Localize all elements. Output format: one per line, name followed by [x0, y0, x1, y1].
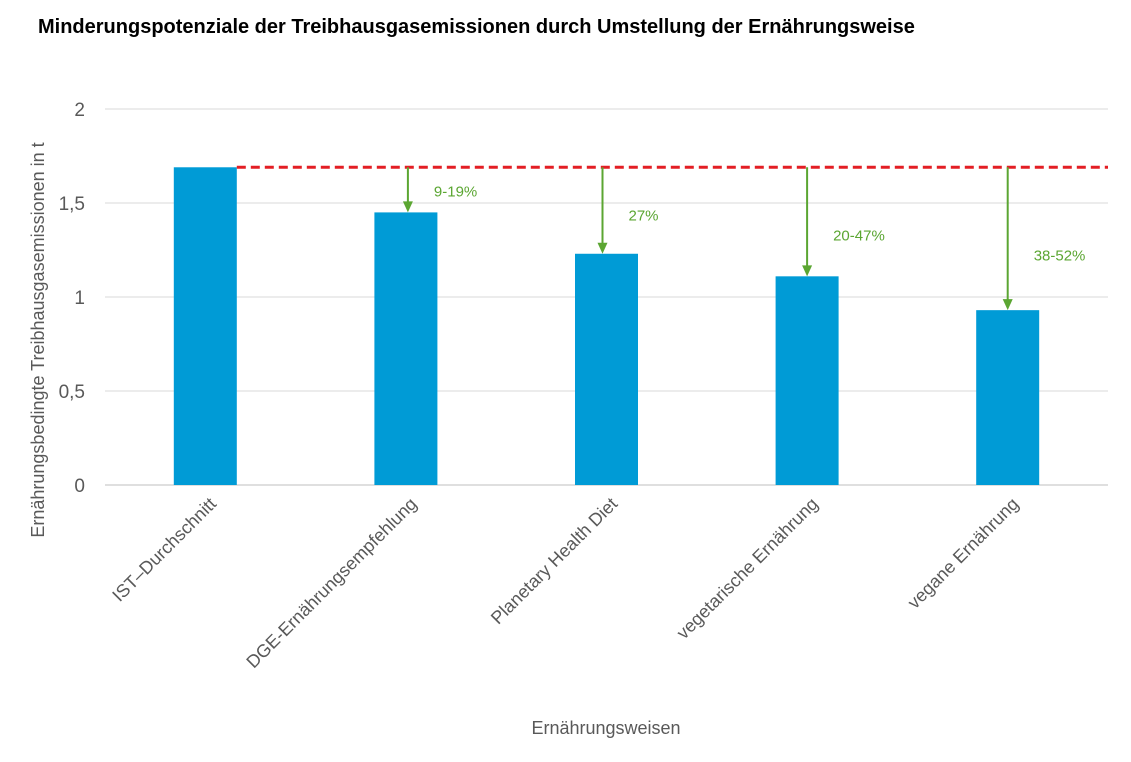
y-tick-label: 2 [74, 100, 85, 121]
arrow-head [1002, 299, 1013, 311]
x-tick-label: IST–Durchschnitt [108, 494, 220, 606]
arrow-head [802, 265, 813, 277]
x-tick-label: vegetarische Ernährung [673, 494, 822, 643]
reduction-label: 38-52% [1034, 247, 1086, 264]
bar [775, 276, 839, 485]
y-tick-label: 1,5 [59, 194, 85, 215]
chart-title: Minderungspotenziale der Treibhausgasemi… [38, 16, 915, 38]
arrow-head [597, 242, 608, 254]
y-tick-label: 1 [74, 288, 85, 309]
bar [374, 212, 438, 485]
y-axis-label: Ernährungsbedingte Treibhausgasemissione… [28, 142, 48, 537]
reduction-label: 20-47% [833, 227, 885, 244]
y-tick-label: 0,5 [59, 382, 85, 403]
y-tick-label: 0 [74, 476, 85, 497]
arrow-head [402, 201, 413, 213]
x-tick-label: Planetary Health Diet [487, 494, 621, 628]
bar [976, 310, 1040, 485]
reduction-label: 27% [629, 207, 659, 224]
bar [173, 167, 237, 485]
x-tick-label: DGE-Ernährungsempfehlung [242, 494, 420, 672]
x-axis-label: Ernährungsweisen [531, 718, 680, 738]
bar [575, 253, 638, 485]
x-tick-label: vegane Ernährung [904, 494, 1023, 613]
reduction-label: 9-19% [434, 183, 477, 200]
